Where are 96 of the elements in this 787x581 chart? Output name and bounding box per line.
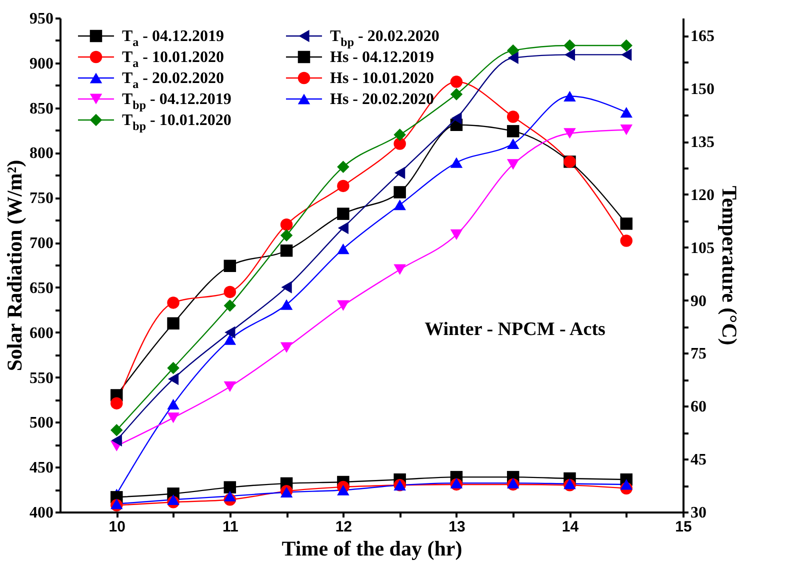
point (280, 229, 293, 242)
point (394, 138, 406, 150)
point (167, 398, 180, 410)
point (224, 260, 236, 272)
legend-label: Hs - 20.02.2020 (330, 91, 434, 108)
y-tick-label: 500 (30, 414, 54, 432)
y2-tick-label: 120 (690, 186, 714, 204)
point (337, 244, 350, 254)
point (337, 300, 350, 311)
x-tick-label: 11 (222, 518, 238, 536)
point (394, 186, 406, 198)
point (506, 125, 520, 138)
point (394, 200, 406, 210)
point (167, 494, 180, 505)
point (224, 490, 236, 502)
y2-tick-label: 90 (690, 292, 706, 310)
y2-tick-label: 45 (690, 452, 706, 469)
point (337, 484, 350, 496)
point (564, 48, 576, 61)
point (280, 218, 293, 231)
point (224, 286, 236, 298)
point (620, 234, 632, 247)
point (506, 478, 520, 488)
x-tick-label: 10 (108, 518, 126, 536)
y2-tick-label: 75 (690, 346, 706, 363)
point (450, 229, 463, 240)
point (280, 244, 293, 257)
point (281, 281, 292, 294)
point (508, 52, 518, 64)
y-tick-label: 450 (30, 460, 54, 477)
point (621, 48, 632, 61)
point (506, 138, 520, 150)
point (450, 76, 463, 88)
point (280, 342, 293, 353)
y2-tick-label: 150 (690, 81, 714, 98)
y-tick-label: 900 (30, 55, 54, 72)
point (167, 362, 180, 374)
point (224, 326, 236, 339)
legend-label: Hs - 04.12.2019 (330, 49, 434, 66)
y-tick-label: 400 (30, 504, 54, 522)
point (168, 372, 179, 386)
point (394, 264, 406, 275)
point (337, 160, 350, 174)
point (394, 166, 406, 180)
x-tick-label: 12 (335, 518, 352, 536)
point (224, 381, 236, 392)
point (110, 397, 123, 410)
point (338, 222, 348, 234)
point (620, 107, 632, 118)
point (564, 39, 576, 52)
y2-tick-label: 60 (690, 398, 706, 416)
legend-label: Hs - 10.01.2020 (330, 70, 434, 87)
point (450, 157, 463, 168)
point (506, 44, 520, 57)
point (110, 424, 123, 436)
y2-tick-label: 165 (690, 28, 714, 46)
point (506, 110, 520, 123)
x-tick-label: 15 (675, 518, 692, 536)
y2-tick-label: 105 (690, 240, 714, 257)
point (224, 334, 236, 345)
y-tick-label: 550 (30, 370, 54, 387)
point (620, 124, 632, 136)
point (394, 128, 406, 141)
y2-tick-label: 30 (690, 504, 706, 522)
y-tick-label: 750 (30, 190, 54, 208)
point (337, 208, 350, 220)
x-tick-label: 14 (562, 518, 580, 536)
y-tick-label: 650 (30, 280, 54, 297)
y-axis-title: Solar Radiation (W/m²) (2, 160, 26, 372)
point (450, 88, 463, 100)
y-tick-label: 800 (30, 145, 54, 162)
y2-axis-title: Temperature (°C) (718, 186, 742, 346)
point (620, 39, 632, 52)
point (111, 434, 122, 446)
y-tick-label: 950 (30, 10, 54, 28)
point (224, 299, 236, 312)
point (620, 218, 632, 230)
y-tick-label: 700 (30, 235, 54, 252)
y-tick-label: 600 (30, 324, 54, 342)
point (280, 299, 293, 310)
x-tick-label: 13 (448, 518, 466, 536)
point (564, 90, 576, 102)
x-axis-title: Time of the day (hr) (282, 536, 462, 560)
point (450, 478, 463, 488)
point (167, 412, 180, 424)
point (564, 128, 576, 139)
point (506, 159, 520, 170)
point (224, 481, 236, 494)
point (451, 112, 462, 124)
point (337, 180, 350, 192)
point (167, 317, 180, 330)
annotation: Winter - NPCM - Acts (424, 319, 606, 340)
point (620, 479, 632, 490)
y2-tick-label: 135 (690, 134, 714, 151)
y-tick-label: 850 (30, 100, 54, 118)
point (167, 296, 180, 309)
